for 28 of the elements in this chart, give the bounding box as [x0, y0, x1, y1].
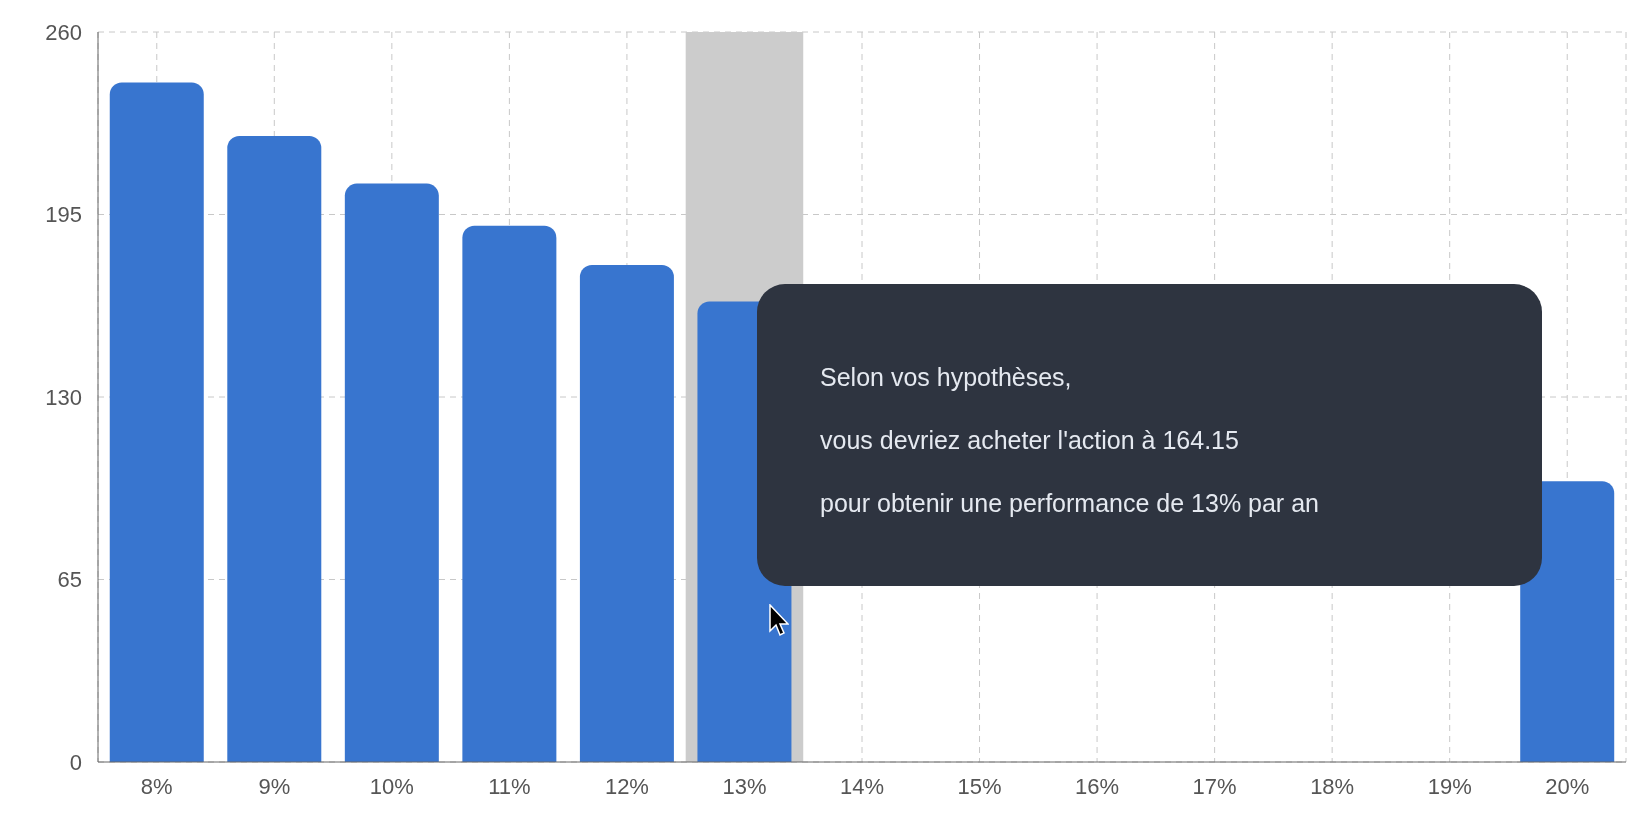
x-tick-label: 15%	[957, 773, 1002, 799]
x-tick-label: 18%	[1310, 773, 1355, 799]
x-tick-label: 20%	[1545, 773, 1590, 799]
tooltip-box: Selon vos hypothèses, vous devriez acheter l'action à 164.15 pour obtenir une performance de 13% par an	[757, 284, 1542, 586]
annotation: pour obtenir une performance de 13% par an	[820, 488, 1320, 519]
y-tick-label: 195	[45, 202, 82, 228]
bar	[579, 265, 674, 762]
y-tick-label: 130	[45, 384, 82, 410]
x-tick-label: 14%	[839, 773, 885, 799]
y-tick-label: 0	[69, 749, 82, 775]
y-tick-label: 260	[45, 19, 82, 45]
bar	[344, 183, 439, 762]
x-tick-label: 17%	[1192, 773, 1237, 799]
annotation: vous devriez acheter l'action à 164.15	[820, 425, 1240, 456]
bar	[1520, 481, 1615, 762]
x-tick-label: 19%	[1427, 773, 1472, 799]
y-tick-label: 65	[57, 567, 82, 593]
x-tick-label: 10%	[369, 773, 414, 799]
x-tick-label: 13%	[722, 773, 767, 799]
bar	[462, 225, 557, 762]
x-tick-label: 11%	[488, 773, 531, 799]
x-tick-label: 9%	[258, 773, 291, 799]
bar	[227, 135, 322, 762]
bar	[109, 82, 204, 762]
x-tick-label: 12%	[604, 773, 649, 799]
annotation: Selon vos hypothèses,	[820, 362, 1073, 393]
x-tick-label: 16%	[1075, 773, 1120, 799]
x-tick-label: 8%	[140, 773, 173, 799]
